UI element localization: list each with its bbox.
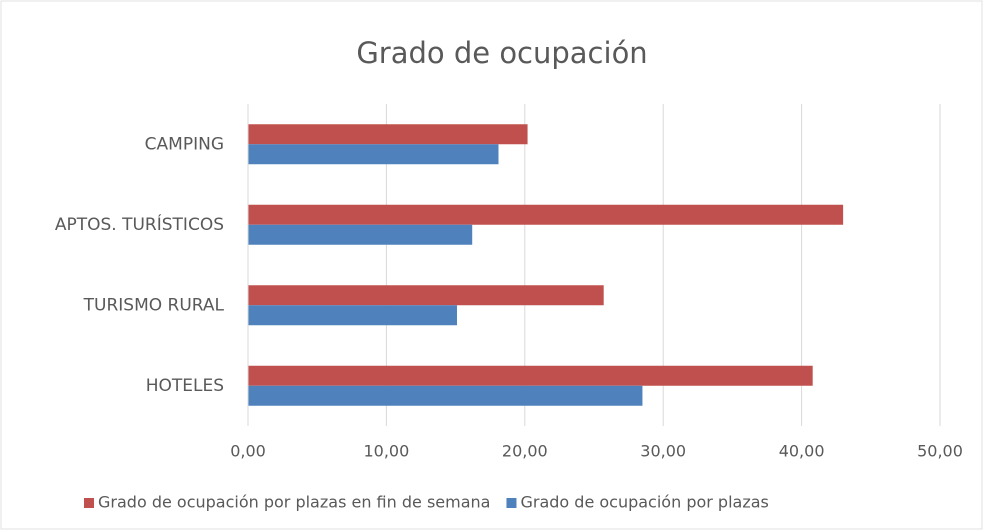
y-tick-label: TURISMO RURAL xyxy=(83,295,225,315)
bar xyxy=(248,144,499,165)
x-tick-label: 10,00 xyxy=(363,442,409,461)
y-tick-label: HOTELES xyxy=(146,376,224,396)
bar xyxy=(248,365,813,386)
x-tick-label: 0,00 xyxy=(230,442,266,461)
chart-title: Grado de ocupación xyxy=(356,36,647,70)
bar xyxy=(248,204,844,225)
bar xyxy=(248,124,528,145)
legend-swatch xyxy=(506,498,517,508)
bar xyxy=(248,285,604,306)
bar xyxy=(248,385,643,406)
x-tick-label: 20,00 xyxy=(502,442,548,461)
bar xyxy=(248,224,473,245)
y-tick-label: APTOS. TURÍSTICOS xyxy=(55,213,224,235)
y-tick-label: CAMPING xyxy=(145,134,224,154)
x-tick-label: 50,00 xyxy=(917,442,963,461)
legend-label: Grado de ocupación por plazas xyxy=(520,493,768,512)
bar xyxy=(248,305,457,326)
x-tick-label: 30,00 xyxy=(640,442,686,461)
legend-label: Grado de ocupación por plazas en fin de … xyxy=(98,493,490,512)
x-tick-label: 40,00 xyxy=(779,442,825,461)
legend-swatch xyxy=(84,498,94,508)
